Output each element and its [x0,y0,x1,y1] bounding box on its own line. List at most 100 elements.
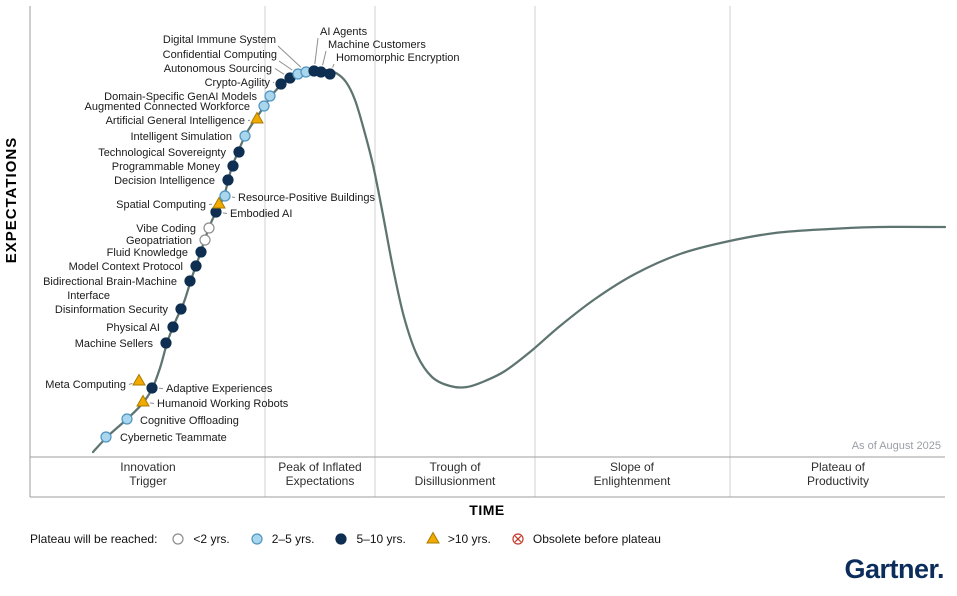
obsolete-cross [514,535,522,543]
leader-line [314,37,319,65]
legend-title: Plateau will be reached: [30,532,158,546]
lt2-circle-marker [203,222,215,234]
tech-label: Programmable Money [112,161,221,173]
tech-label: Domain-Specific GenAI Models [104,91,257,103]
legend-item: >10 yrs. [424,531,491,547]
phase-label: Expectations [286,474,355,488]
phase-label: Innovation [120,460,175,474]
hype-cycle-chart: Cybernetic Teammate Cognitive Offloading H… [3,6,947,518]
lt2-legend-icon [172,533,185,545]
tech-label: Model Context Protocol [69,261,183,273]
y5to10-circle-marker [160,337,172,349]
phase-label: Enlightenment [594,474,671,488]
y2to5-circle-marker [121,413,133,425]
y5to10-circle-marker [324,68,336,80]
y5to10-circle-marker [227,160,239,172]
legend-item: Obsolete before plateau [509,531,661,547]
x-axis-label: TIME [469,502,504,518]
y5to10-circle-marker [233,146,245,158]
phase-label: Plateau of [811,460,866,474]
tech-label: Bidirectional Brain-Machine [43,276,177,288]
leader-line [322,50,327,66]
leader-lines [128,37,335,404]
legend-item-label: <2 yrs. [193,532,230,546]
y2to5-circle-marker [219,190,231,202]
lt2-circle-marker [199,234,211,246]
phase-label: Disillusionment [415,474,496,488]
gt10-triangle-marker [136,394,150,407]
leader-line [274,68,285,75]
tech-label: Decision Intelligence [114,175,215,187]
y5to10-circle-marker [222,174,234,186]
tech-label: Confidential Computing [163,49,277,61]
leader-line [231,196,236,198]
tech-label: Adaptive Experiences [166,383,273,395]
y5to10-circle-marker [175,303,187,315]
tech-label: Machine Customers [328,39,426,51]
gartner-logo: Gartner. [844,554,944,584]
obsolete-legend-icon [512,533,524,545]
y2to5-circle-marker [239,130,251,142]
tech-label: Cognitive Offloading [140,415,239,427]
legend-item-label: >10 yrs. [447,532,491,546]
legend-item: 2–5 yrs. [248,531,315,547]
tech-label: Cybernetic Teammate [120,432,227,444]
phase-label: Peak of Inflated [278,460,361,474]
y2to5-circle-marker [100,431,112,443]
leader-line [277,45,302,68]
tech-label: Machine Sellers [75,338,154,350]
gt10-triangle-marker [250,111,264,124]
leader-line [222,212,228,214]
y5to10-circle-marker [190,260,202,272]
tech-label: Homomorphic Encryption [336,52,460,64]
legend-items: <2 yrs. 2–5 yrs. 5–10 yrs. >10 yrs. Obsolete… [169,531,661,547]
tech-label: Fluid Knowledge [107,247,188,259]
plateau-legend: Plateau will be reached: <2 yrs. 2–5 yrs.… [30,531,661,547]
grid-and-axes [29,6,945,498]
y5to10-circle-marker [275,78,287,90]
y5to10-circle-marker [315,66,327,78]
leader-line [149,402,155,404]
tech-label: Physical AI [106,322,160,334]
phase-label: Productivity [807,474,869,488]
tech-label: AI Agents [320,26,368,38]
y2to5-circle-marker [264,90,276,102]
legend-item-label: 2–5 yrs. [271,532,315,546]
gt10-legend-icon [425,531,440,544]
legend-item: 5–10 yrs. [332,531,406,547]
y5to10-circle-marker [167,321,179,333]
tech-label: Digital Immune System [163,34,276,46]
tech-label: Augmented Connected Workforce [85,101,251,113]
y5to10-circle-marker [146,382,158,394]
tech-label: Artificial General Intelligence [106,115,245,127]
tech-label: Technological Sovereignty [98,147,226,159]
tech-label: Spatial Computing [116,199,206,211]
legend-item-label: 5–10 yrs. [356,532,406,546]
y-axis-label: EXPECTATIONS [3,137,20,263]
leader-line [278,60,293,71]
tech-label: Vibe Coding [136,223,196,235]
y2to5-circle-marker [258,100,270,112]
phase-label: Trough of [430,460,482,474]
tech-label: Crypto-Agility [205,77,271,89]
leader-line [128,382,133,385]
tech-label: Intelligent Simulation [130,131,232,143]
tech-label: Embodied AI [230,208,292,220]
y5to10-circle-marker [335,533,348,545]
y5to10-circle-marker [184,275,196,287]
y2to5-legend-icon [251,533,263,545]
y5to10-legend-icon [335,533,348,545]
legend-item-label: Obsolete before plateau [532,532,661,546]
gt10-triangle-marker [212,196,226,209]
y2to5-circle-marker [251,533,263,545]
tech-label: Autonomous Sourcing [164,63,272,75]
tech-label-line2: Interface [67,290,110,302]
tech-label: Humanoid Working Robots [157,398,289,410]
leader-line [332,63,335,68]
tech-label: Meta Computing [45,379,126,391]
lt2-circle-marker [172,533,185,545]
legend-item: <2 yrs. [169,531,230,547]
as-of-date: As of August 2025 [852,440,941,452]
